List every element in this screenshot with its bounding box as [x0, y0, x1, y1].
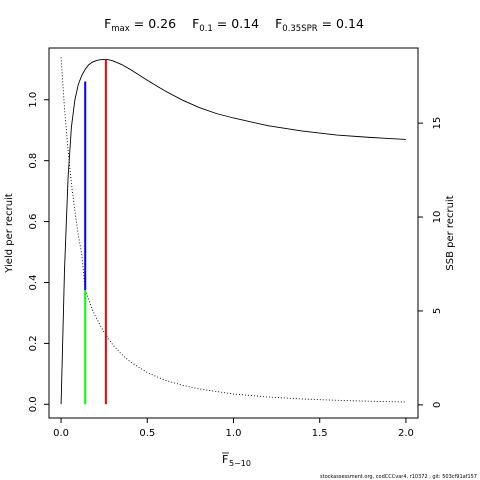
f01-sub: 0.1: [199, 24, 213, 34]
y-right-tick-label: 0: [432, 402, 443, 408]
f01-value: = 0.14: [213, 16, 259, 31]
y-left-tick-label: 0.2: [28, 335, 39, 351]
y-left-tick-label: 0.8: [28, 153, 39, 169]
y-left-tick-label: 0.0: [28, 396, 39, 412]
x-tick-label: 0.0: [53, 428, 69, 439]
x-axis-title: F 5−10: [222, 452, 251, 468]
y-left-tick-label: 0.4: [28, 275, 39, 291]
y-right-tick-label: 15: [432, 117, 443, 130]
chart-header: Fmax = 0.26 F0.1 = 0.14 F0.35SPR = 0.14: [104, 16, 364, 34]
f035-value: = 0.14: [318, 16, 364, 31]
fmax-value: = 0.26: [130, 16, 176, 31]
x-tick-label: 1.0: [226, 428, 242, 439]
f035-sub: 0.35SPR: [282, 24, 317, 34]
x-axis: 0.0 0.5 1.0 1.5 2.0: [53, 418, 414, 439]
x-axis-title-main: F: [222, 453, 228, 466]
ssb-per-recruit-line: [60, 57, 406, 403]
x-tick-label: 0.5: [139, 428, 155, 439]
footer-credit: stockassessment.org, codCCCvar4, r10372 …: [320, 474, 477, 480]
x-axis-title-sub: 5−10: [229, 459, 251, 468]
series-layer: [60, 57, 406, 405]
y-right-tick-label: 10: [432, 211, 443, 224]
x-tick-label: 1.5: [312, 428, 328, 439]
y-left-axis: 0.0 0.2 0.4 0.6 0.8 1.0: [28, 92, 49, 412]
fmax-label: F: [104, 16, 111, 31]
fmax-sub: max: [111, 24, 130, 34]
f01-label: F: [192, 16, 199, 31]
y-right-axis-title: SSB per recruit: [445, 195, 456, 270]
plot-frame: [48, 47, 419, 419]
y-left-tick-label: 0.6: [28, 214, 39, 230]
f035-label: F: [275, 16, 282, 31]
reference-lines: [84, 59, 107, 405]
y-right-tick-label: 5: [432, 308, 443, 314]
yield-per-recruit-line: [60, 58, 406, 405]
y-right-axis: 0 5 10 15: [418, 117, 443, 408]
y-left-axis-title: Yield per recruit: [4, 193, 15, 274]
y-left-tick-label: 1.0: [28, 92, 39, 108]
x-tick-label: 2.0: [398, 428, 414, 439]
